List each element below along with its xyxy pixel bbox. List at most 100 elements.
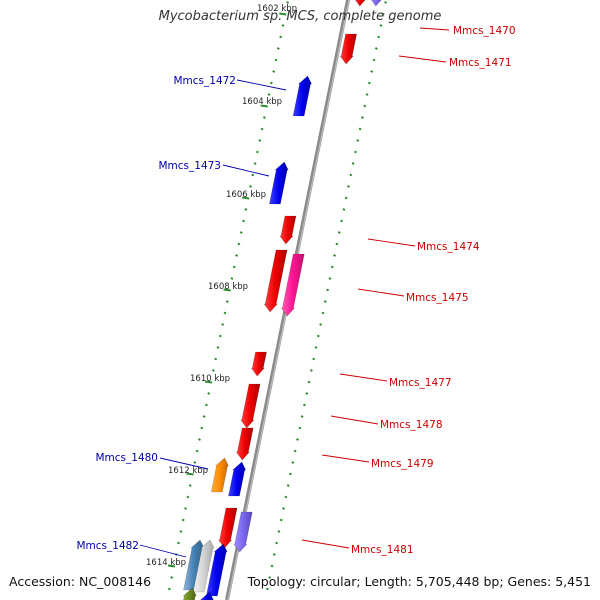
gene-mmcs-1482b[interactable] (192, 539, 215, 593)
tick-mark (270, 564, 274, 568)
tick-mark (186, 472, 194, 476)
gene-label-mmcs-1480[interactable]: Mmcs_1480 (95, 452, 158, 464)
tick-mark (275, 541, 279, 545)
gene-label-mmcs-1479[interactable]: Mmcs_1479 (371, 458, 434, 470)
gene-label-mmcs-1482[interactable]: Mmcs_1482 (76, 540, 139, 552)
tick-mark (286, 484, 290, 487)
tick-mark (167, 564, 176, 568)
tick-mark (300, 415, 304, 418)
tick-mark (291, 461, 295, 464)
tick-mark (223, 288, 231, 292)
tick-mark (269, 81, 273, 85)
gene-mmcs-1480a[interactable] (210, 457, 230, 493)
tick-mark (214, 357, 218, 361)
tick-mark (337, 231, 341, 234)
gene-label-mmcs-1478[interactable]: Mmcs_1478 (380, 419, 443, 431)
tick-mark (307, 380, 311, 384)
tick-mark (279, 12, 287, 16)
tick-mark (204, 380, 213, 384)
tick-mark (204, 403, 208, 407)
gene-mmcs-1480[interactable] (228, 461, 247, 497)
tick-mark (265, 587, 269, 591)
tick-mark (188, 484, 192, 487)
tick-mark (384, 1, 388, 4)
tick-mark (370, 70, 374, 73)
gene-label-mmcs-1471[interactable]: Mmcs_1471 (449, 57, 512, 69)
gene-mmcs-1473[interactable] (268, 161, 289, 205)
gene-mmcs-1481[interactable] (233, 511, 253, 553)
gene-labels: Mmcs_1470 Mmcs_1471 Mmcs_1472 Mmcs_1473 … (76, 25, 515, 556)
gene-label-mmcs-1472[interactable]: Mmcs_1472 (173, 75, 236, 87)
tick-mark (260, 104, 268, 108)
tick-mark (279, 518, 283, 522)
page-title: Mycobacterium sp. MCS, complete genome (158, 9, 442, 24)
gene-mmcs-1470b[interactable] (370, 0, 383, 7)
tick-mark (358, 127, 362, 131)
tick-mark (319, 323, 323, 326)
tick-mark (202, 415, 206, 418)
tick-mark (309, 369, 313, 372)
tick-mark (167, 587, 171, 591)
gene-mmcs-1472[interactable] (292, 75, 313, 117)
tick-mark (177, 541, 181, 545)
tick-mark (326, 288, 330, 292)
tick-mark (256, 150, 259, 154)
gene-mmcs-1475a[interactable] (263, 249, 288, 313)
gene-mmcs-1470[interactable] (354, 0, 367, 7)
tick-mark (211, 369, 215, 372)
tick-mark (232, 265, 236, 269)
tick-mark (347, 185, 350, 188)
tick-mark (354, 150, 357, 154)
tick-mark (216, 346, 220, 349)
gene-mmcs-1478[interactable] (240, 383, 261, 429)
tick-mark (277, 530, 281, 533)
gene-label-mmcs-1481[interactable]: Mmcs_1481 (351, 544, 414, 556)
gene-mmcs-1479[interactable] (235, 427, 254, 461)
gene-mmcs-1475[interactable] (280, 253, 305, 317)
tick-mark (193, 461, 197, 464)
tick-mark (244, 208, 248, 211)
tick-mark (321, 311, 325, 315)
tick-mark (360, 116, 364, 119)
tick-mark (249, 185, 252, 188)
scale-label-1604: 1604 kbp (242, 97, 282, 107)
tick-mark (305, 392, 309, 395)
tick-mark (181, 518, 185, 522)
tick-mark (372, 58, 376, 62)
gene-mmcs-1474[interactable] (279, 215, 297, 245)
tick-mark (239, 231, 243, 234)
tick-mark (242, 219, 245, 223)
gene-label-mmcs-1475[interactable]: Mmcs_1475 (406, 292, 469, 304)
tick-mark (289, 472, 292, 476)
gene-label-mmcs-1477[interactable]: Mmcs_1477 (389, 377, 452, 389)
scale-label-1606: 1606 kbp (226, 190, 266, 200)
tick-mark (328, 277, 332, 280)
gene-mmcs-1483a[interactable] (181, 587, 197, 600)
scale-label-1614: 1614 kbp (146, 558, 186, 568)
gene-mmcs-1483[interactable] (199, 591, 214, 600)
tick-mark (323, 300, 327, 303)
tick-mark (363, 104, 367, 108)
tick-mark (279, 35, 283, 39)
tick-mark (349, 173, 353, 177)
tick-mark (351, 162, 355, 165)
scale-label-1602: 1602 kbp (257, 4, 297, 14)
gene-label-mmcs-1474[interactable]: Mmcs_1474 (417, 241, 480, 253)
accession-text: Accession: NC_008146 (9, 574, 152, 589)
gene-label-mmcs-1473[interactable]: Mmcs_1473 (158, 160, 221, 172)
leader-lines (139, 27, 450, 558)
tick-mark (235, 254, 239, 257)
tick-mark (344, 196, 348, 200)
tick-mark (342, 208, 346, 211)
tick-mark (223, 311, 227, 315)
gene-mmcs-1481a[interactable] (218, 507, 238, 549)
tick-mark (230, 277, 234, 280)
tick-mark (286, 1, 290, 4)
tick-mark (272, 70, 276, 73)
gene-mmcs-1471[interactable] (339, 33, 358, 65)
gene-label-mmcs-1470[interactable]: Mmcs_1470 (453, 25, 516, 37)
gene-mmcs-1477[interactable] (250, 351, 267, 377)
scale-label-1612: 1612 kbp (168, 466, 208, 476)
tick-mark (272, 553, 276, 556)
